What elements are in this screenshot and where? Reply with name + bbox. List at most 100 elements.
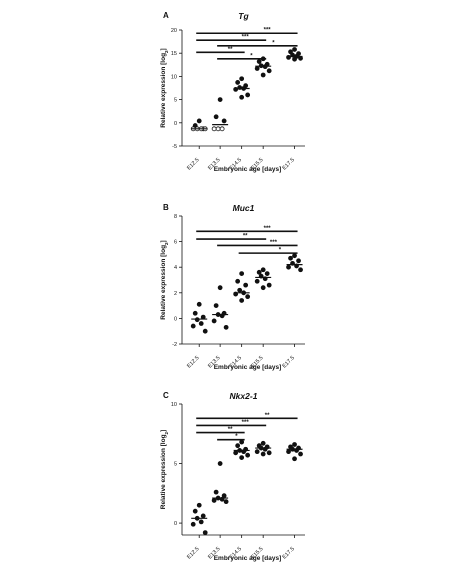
significance-label: **: [243, 234, 248, 240]
data-point: [245, 294, 251, 300]
data-point: [213, 303, 219, 309]
panel-letter: B: [163, 203, 169, 212]
x-tick-label: E12.5: [186, 157, 200, 171]
data-point: [256, 269, 262, 275]
y-tick-label: 0: [174, 121, 177, 127]
data-point: [245, 92, 251, 98]
data-point: [266, 450, 272, 456]
data-point: [196, 118, 202, 124]
data-point: [196, 301, 202, 307]
data-point: [292, 253, 297, 259]
data-point: [235, 443, 241, 449]
y-tick-label: 4: [174, 265, 177, 271]
x-tick-label: E17.5: [282, 355, 296, 369]
x-axis-label: Embryonic age [days]: [214, 166, 282, 173]
data-point: [213, 114, 219, 120]
data-point: [239, 439, 245, 445]
data-point: [292, 56, 297, 62]
x-tick-label: E12.5: [186, 355, 200, 369]
data-point: [298, 267, 303, 273]
significance-label: *: [272, 40, 275, 46]
data-point-open: [211, 126, 217, 132]
data-point: [292, 47, 297, 52]
data-point: [254, 278, 260, 284]
x-axis-label: Embryonic age [days]: [214, 555, 282, 562]
chart-title: Nkx2-1: [230, 391, 258, 401]
data-point: [266, 68, 272, 74]
data-point: [298, 451, 303, 457]
significance-label: **: [228, 47, 233, 53]
data-point: [190, 521, 196, 527]
data-point: [198, 519, 204, 525]
significance-label: ***: [242, 35, 250, 41]
data-point: [194, 317, 200, 323]
panel-letter: A: [163, 11, 169, 20]
data-point: [200, 513, 206, 519]
chart-title: Muc1: [233, 203, 255, 213]
significance-label: ***: [264, 226, 272, 232]
data-point: [243, 282, 249, 288]
y-axis-label: Relative expression [log2]: [160, 48, 169, 127]
data-point: [239, 455, 245, 460]
data-point: [198, 321, 204, 326]
data-point: [223, 499, 229, 505]
y-tick-label: -2: [172, 342, 177, 348]
y-tick-label: 10: [171, 74, 177, 80]
data-point: [286, 449, 291, 455]
data-point: [235, 80, 241, 85]
data-point: [292, 442, 297, 447]
chart-title: Tg: [238, 11, 249, 21]
y-tick-label: 0: [174, 316, 177, 322]
x-tick-label: E17.5: [282, 546, 296, 560]
significance-label: ***: [264, 28, 272, 34]
data-point: [196, 502, 202, 508]
data-point-open: [219, 126, 225, 132]
significance-label: *: [235, 434, 238, 440]
y-tick-label: -5: [172, 144, 177, 150]
significance-label: ***: [270, 240, 278, 246]
data-point: [223, 324, 229, 330]
data-point: [237, 287, 243, 293]
y-axis-label: Relative expression [log2]: [160, 240, 169, 319]
x-axis-label: Embryonic age [days]: [214, 364, 282, 371]
y-tick-label: 5: [174, 98, 177, 104]
data-point: [260, 267, 266, 273]
data-point: [202, 328, 208, 334]
data-point: [245, 452, 251, 458]
data-point: [254, 449, 260, 455]
data-point: [190, 323, 196, 329]
data-point: [202, 530, 208, 536]
data-point: [221, 118, 227, 124]
data-point: [260, 72, 266, 78]
data-point: [256, 59, 262, 64]
data-point: [217, 97, 223, 102]
data-point: [217, 461, 223, 466]
significance-label: *: [279, 248, 282, 254]
data-point: [235, 278, 241, 284]
data-point: [239, 271, 245, 277]
data-point: [260, 451, 266, 457]
panel-letter: C: [163, 391, 169, 400]
data-point: [233, 450, 239, 456]
data-point: [239, 298, 245, 303]
significance-label: ***: [242, 420, 250, 426]
y-axis-label: Relative expression [log2]: [160, 430, 169, 509]
y-tick-label: 6: [174, 240, 177, 246]
y-tick-label: 8: [174, 214, 177, 220]
significance-label: **: [228, 427, 233, 433]
data-point: [266, 282, 272, 288]
x-tick-label: E17.5: [282, 157, 296, 171]
data-point: [192, 508, 198, 514]
y-tick-label: 2: [174, 291, 177, 297]
data-point: [254, 66, 260, 71]
data-point: [211, 318, 217, 324]
data-point: [260, 440, 266, 446]
y-tick-label: 10: [171, 402, 177, 408]
data-point-open: [215, 126, 221, 132]
y-tick-label: 20: [171, 28, 177, 34]
y-tick-label: 0: [174, 521, 177, 527]
y-tick-label: 5: [174, 462, 177, 468]
data-point: [213, 489, 219, 495]
